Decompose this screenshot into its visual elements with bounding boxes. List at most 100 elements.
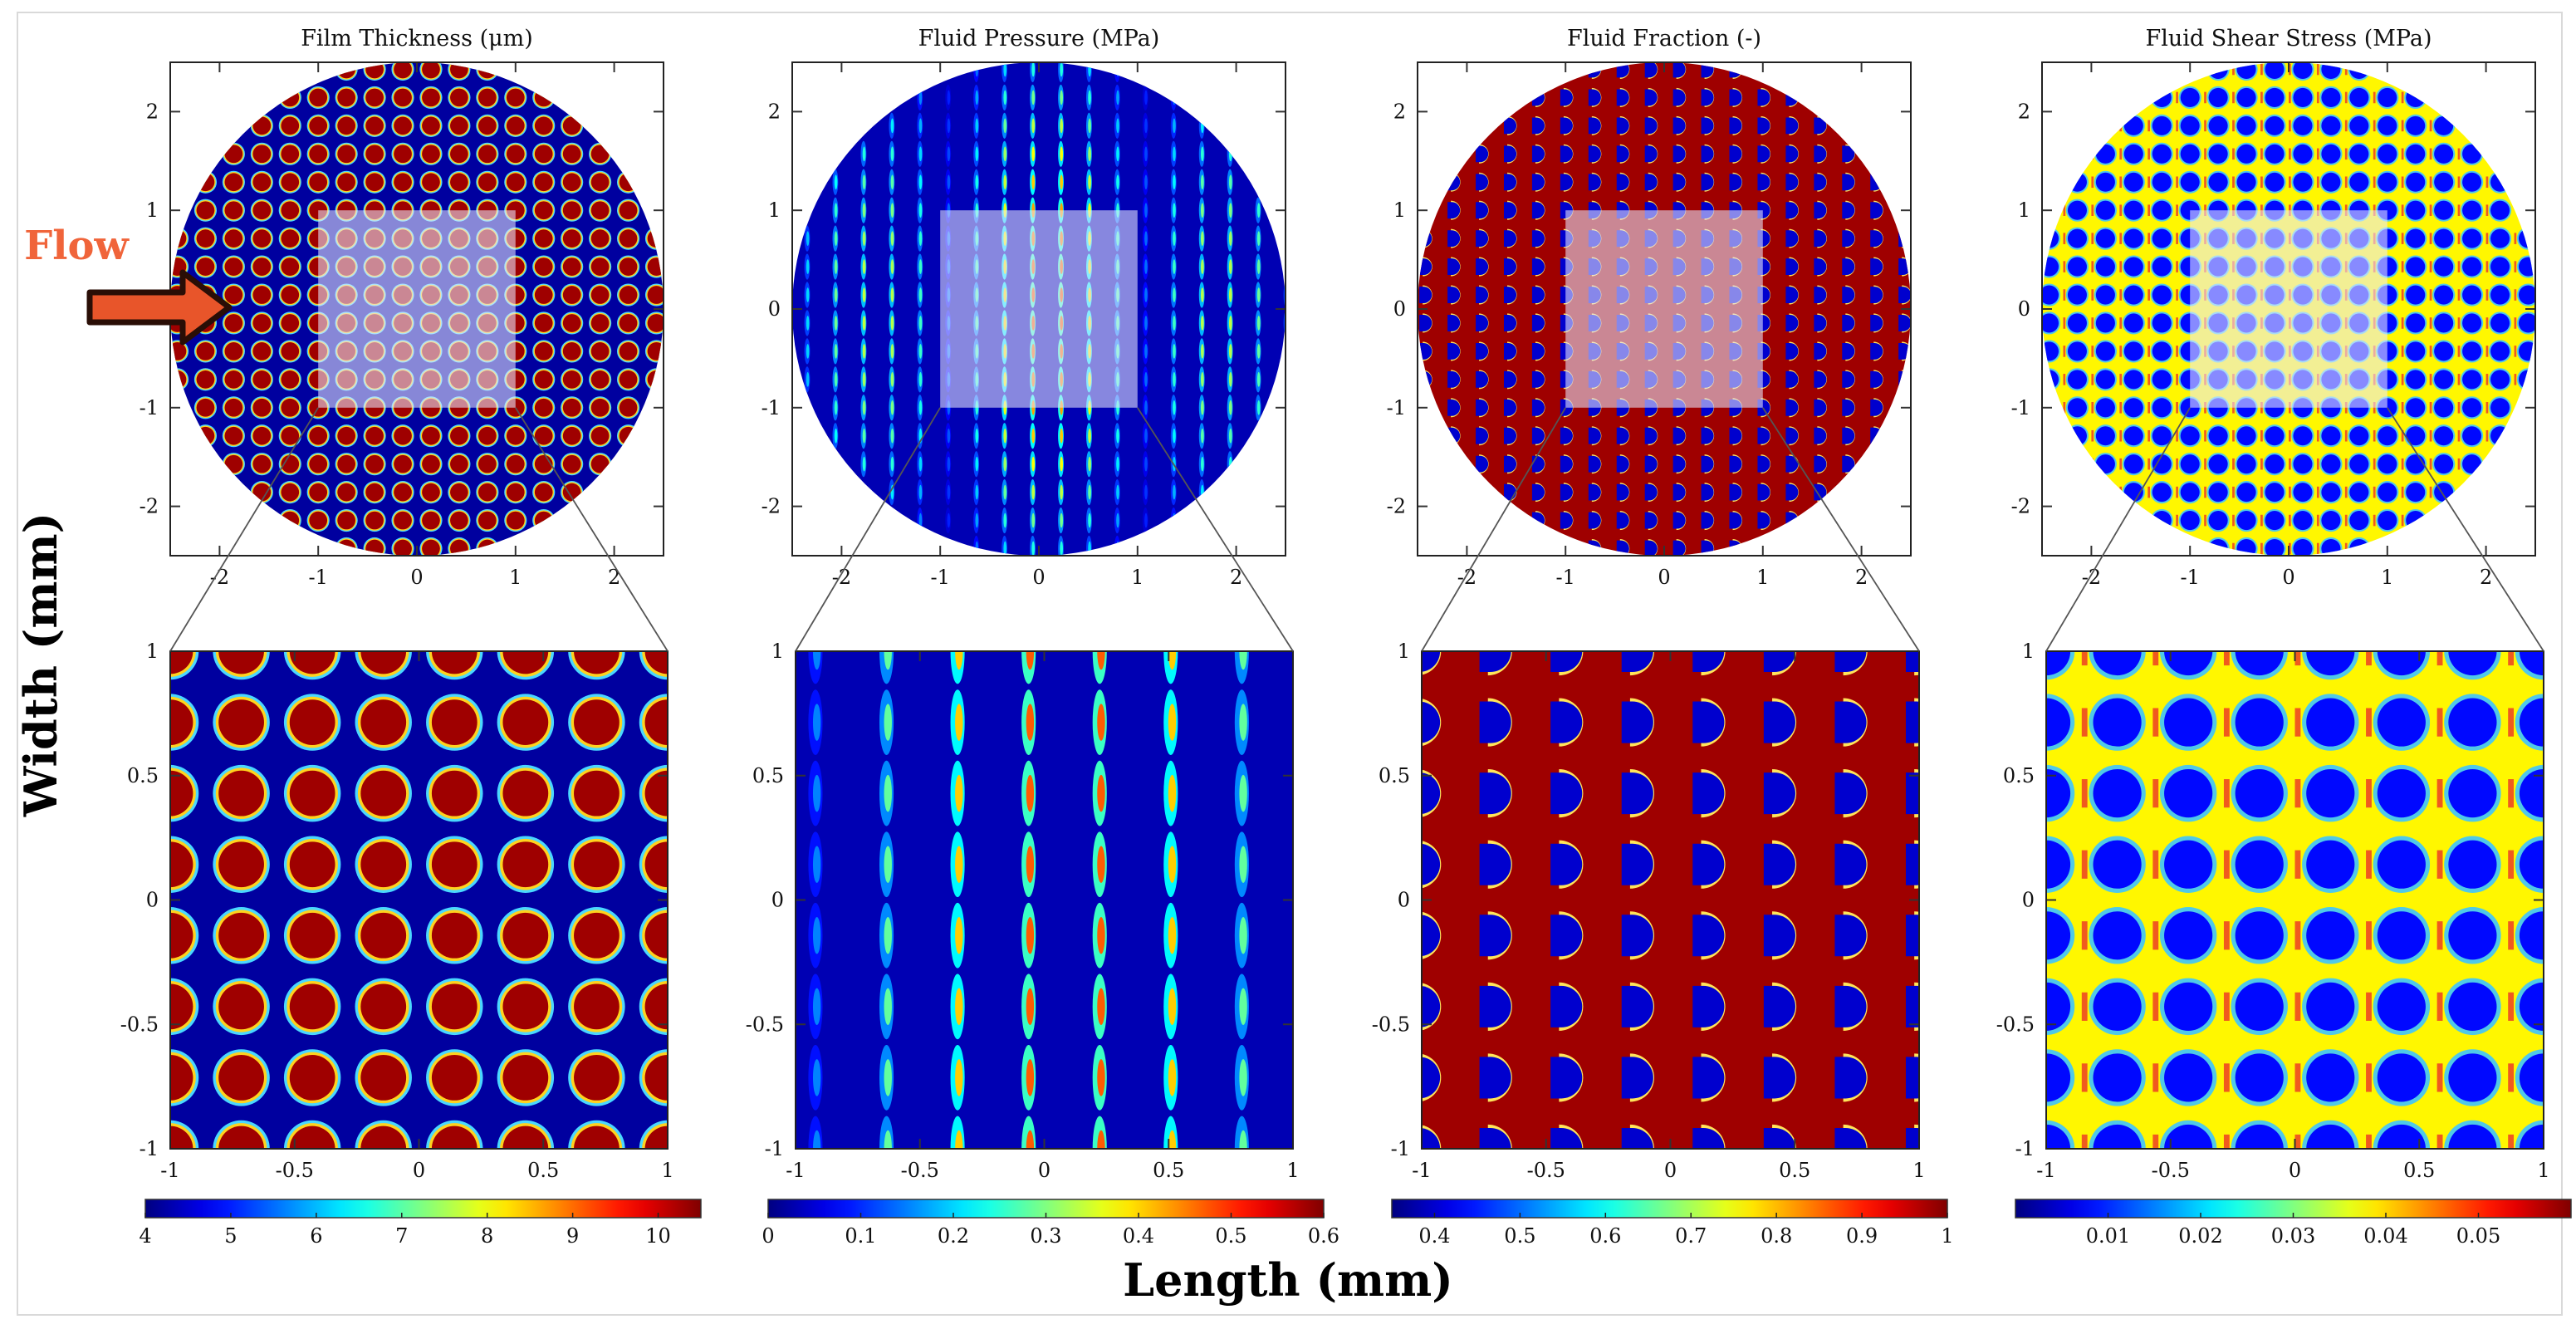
full-ytick-label: -2 [1387,495,1406,518]
full-shear-peak [2373,514,2376,527]
zoom-pressure-peak [955,651,963,670]
zoom-pressure-peak [1239,774,1247,812]
full-dimple [2095,285,2115,305]
full-cavity [1531,483,1545,501]
zoom-dimple [644,770,668,817]
zoom-shear-peak [2295,566,2301,594]
full-ytick-label: 0 [2018,297,2030,321]
zoom-cavity [1905,985,1919,1027]
full-dimple [2378,483,2397,503]
zoom-cavity-rim [1986,627,2010,675]
zoom-xtick-label: 1 [1912,1159,1925,1182]
zoom-cavity [1763,772,1795,815]
full-pressure-peak [1088,456,1091,472]
full-dimple [534,116,553,135]
full-pressure-peak [1060,146,1064,162]
full-dimple [2462,257,2482,277]
full-dimple [534,145,553,164]
colorbar-tick-label: 1 [1941,1224,1953,1248]
full-shear-peak [2119,374,2123,385]
full-cavity [1842,174,1855,191]
full-shear-peak [2401,514,2404,527]
full-shear-peak [2316,514,2319,527]
zoom-dimple [716,1197,762,1243]
full-dimple [2265,62,2285,80]
full-dimple [534,314,553,332]
full-cavity [1814,342,1827,360]
zoom-ytick-label: -1 [765,1137,784,1160]
full-pressure-peak [1256,259,1261,274]
zoom-cavity [1977,1128,2009,1170]
full-dimple [2490,341,2510,361]
zoom-shear-peak [2223,1063,2230,1092]
full-cavity [1729,427,1742,444]
zoom-cavity [1977,915,2009,956]
zoom-dimple [2448,840,2497,889]
full-dimple [2293,62,2313,80]
full-cavity [1476,315,1489,331]
full-dimple [619,286,638,304]
zoom-pressure-peak [1097,774,1105,812]
full-pressure-peak [890,428,894,444]
zoom-dimple [2377,698,2426,747]
zoom-dimple-edge [1947,978,2003,1035]
full-shear-peak [2176,148,2178,160]
full-cavity [1503,455,1517,473]
zoom-cavity [1479,915,1511,957]
full-dimple [590,342,610,360]
full-pressure-peak [1144,484,1148,500]
full-pressure-peak [918,146,923,162]
full-pressure-peak [918,174,923,190]
zoom-dimple [2519,698,2544,747]
zoom-shear-peak [2366,651,2372,666]
panel-title: Film Thickness (μm) [301,26,533,51]
zoom-dimple [502,841,549,888]
full-cavity [1814,202,1827,219]
zoom-dimple [502,651,549,674]
full-xtick-label: 1 [1756,566,1769,589]
full-cavity [1447,258,1461,276]
full-dimple [2349,144,2369,164]
full-cavity [1476,258,1489,276]
full-pressure-peak [834,372,838,387]
full-dimple [281,454,300,473]
full-dimple [562,145,581,164]
zoom-cavity-rim [1986,841,2010,889]
full-shear-peak [2485,429,2489,442]
zoom-dimple [431,770,477,817]
zoom-pressure-halo [1093,1187,1107,1253]
zoom-shear-peak [2223,992,2230,1021]
full-cavity [1476,287,1489,303]
zoom-xtick-label: 1 [661,1159,673,1182]
y-axis-label: Width (mm) [14,512,67,817]
full-cavity [1814,287,1827,303]
zoom-dimple-edge [1947,552,2003,608]
full-cavity [1842,145,1855,163]
zoom-shear-peak [2223,708,2230,737]
full-dimple [450,173,468,192]
full-dimple [2406,511,2426,531]
zoom-connector-right [1762,407,1920,652]
full-shear-peak [2514,261,2517,272]
full-cavity [1616,174,1629,191]
full-dimple [2123,257,2143,277]
zoom-cavity [1422,915,1441,957]
full-dimple [2152,115,2172,135]
full-cavity [1701,512,1714,529]
full-dimple [252,229,272,248]
zoom-dimple [2448,769,2497,818]
zoom-dimple [360,983,407,1030]
zoom-shear-peak [2152,1063,2159,1092]
full-pressure-peak [1116,62,1119,77]
full-dimple [252,201,272,220]
full-cavity [1616,455,1629,473]
zoom-cavity [1337,915,1369,956]
full-pressure-peak [862,174,866,190]
full-dimple [619,314,638,332]
zoom-pressure-peak [1382,1130,1389,1167]
zoom-pressure-peak [1310,1130,1318,1167]
zoom-dimple [645,557,691,603]
zoom-cavity [1905,843,1919,885]
full-dimple [2434,115,2454,135]
full-shear-peak [2232,514,2235,527]
